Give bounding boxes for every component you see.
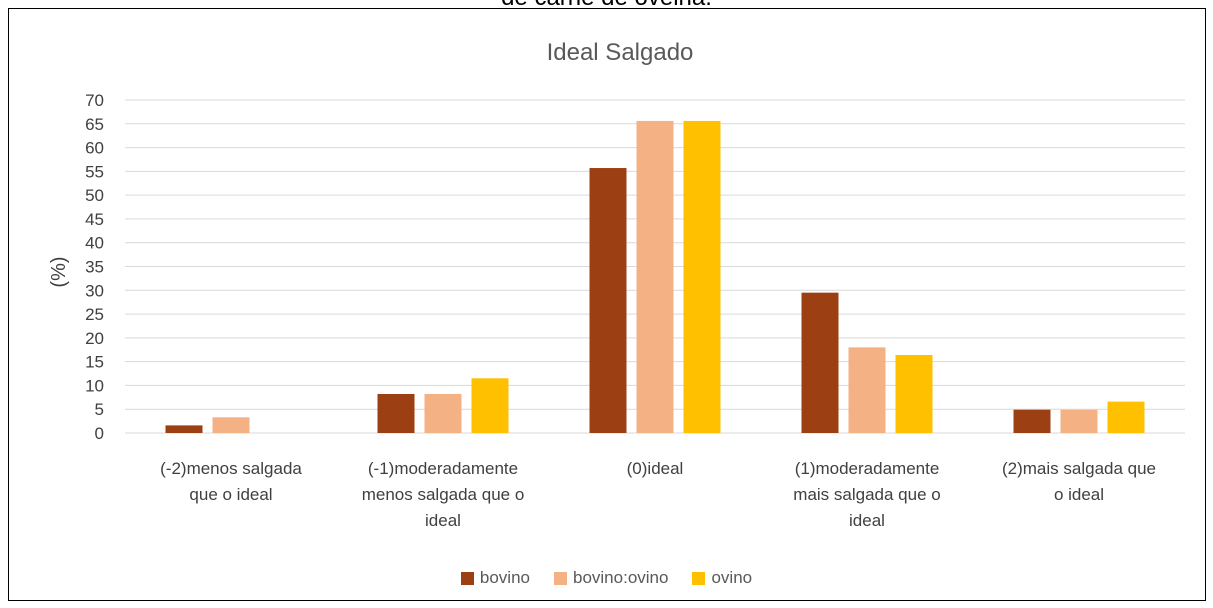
bar-bovino-ovino-0 xyxy=(212,417,250,433)
legend-item: ovino xyxy=(692,568,752,588)
y-tick-label: 20 xyxy=(85,329,104,348)
y-tick-label: 35 xyxy=(85,258,104,277)
bar-bovino-ovino-2 xyxy=(636,120,674,433)
bar-bovino-4 xyxy=(1013,409,1051,433)
bar-ovino-3 xyxy=(895,354,933,433)
bar-bovino-ovino-3 xyxy=(848,347,886,433)
bar-ovino-4 xyxy=(1107,401,1145,433)
bars xyxy=(165,120,1145,433)
legend-label: ovino xyxy=(711,568,753,587)
y-tick-label: 50 xyxy=(85,186,104,205)
legend-swatch xyxy=(554,571,567,585)
y-tick-label: 65 xyxy=(85,115,104,134)
bar-ovino-1 xyxy=(471,378,509,433)
x-tick-label: menos salgada que o xyxy=(362,485,525,504)
x-tick-label: (2)mais salgada que xyxy=(1002,459,1156,478)
y-tick-label: 30 xyxy=(85,281,104,300)
y-tick-label: 55 xyxy=(85,162,104,181)
bar-bovino-0 xyxy=(165,425,203,433)
x-tick-label: mais salgada que o xyxy=(793,485,940,504)
bar-bovino-ovino-1 xyxy=(424,393,462,433)
x-tick-label: ideal xyxy=(425,511,461,530)
x-tick-label: ideal xyxy=(849,511,885,530)
y-tick-label: 40 xyxy=(85,234,104,253)
y-tick-label: 60 xyxy=(85,139,104,158)
y-tick-label: 70 xyxy=(85,91,104,110)
x-tick-label: o ideal xyxy=(1054,485,1104,504)
x-axis-ticks: (-2)menos salgada que o ideal (-1)moderada… xyxy=(160,459,1156,530)
chart-title: Ideal Salgado xyxy=(547,39,694,66)
bar-bovino-1 xyxy=(377,393,415,433)
x-tick-label: que o ideal xyxy=(189,485,272,504)
bar-bovino-2 xyxy=(589,168,627,433)
y-axis-ticks: 0 5 10 15 20 25 30 35 40 45 50 55 60 65 70 xyxy=(85,91,104,443)
y-tick-label: 0 xyxy=(95,424,104,443)
legend-label: bovino xyxy=(479,568,530,587)
x-tick-label: (1)moderadamente xyxy=(795,459,940,478)
y-tick-label: 10 xyxy=(85,376,104,395)
page-caption-fragment: de carne de ovelha. xyxy=(0,0,1213,12)
y-axis-label: (%) xyxy=(48,256,70,287)
legend-item: bovino:ovino xyxy=(554,568,668,588)
x-tick-label: (0)ideal xyxy=(627,459,684,478)
y-tick-label: 45 xyxy=(85,210,104,229)
legend-item: bovino xyxy=(460,568,530,588)
legend-label: bovino:ovino xyxy=(573,568,669,587)
y-tick-label: 15 xyxy=(85,353,104,372)
legend-swatch xyxy=(460,571,474,585)
bar-bovino-3 xyxy=(801,292,839,433)
bar-ovino-2 xyxy=(683,120,721,433)
legend-swatch xyxy=(692,571,706,585)
y-tick-label: 5 xyxy=(95,400,104,419)
bar-bovino-ovino-4 xyxy=(1060,409,1098,433)
chart-legend: bovino bovino:ovino ovino xyxy=(0,568,1213,590)
y-tick-label: 25 xyxy=(85,305,104,324)
x-tick-label: (-1)moderadamente xyxy=(368,459,518,478)
x-tick-label: (-2)menos salgada xyxy=(160,459,302,478)
